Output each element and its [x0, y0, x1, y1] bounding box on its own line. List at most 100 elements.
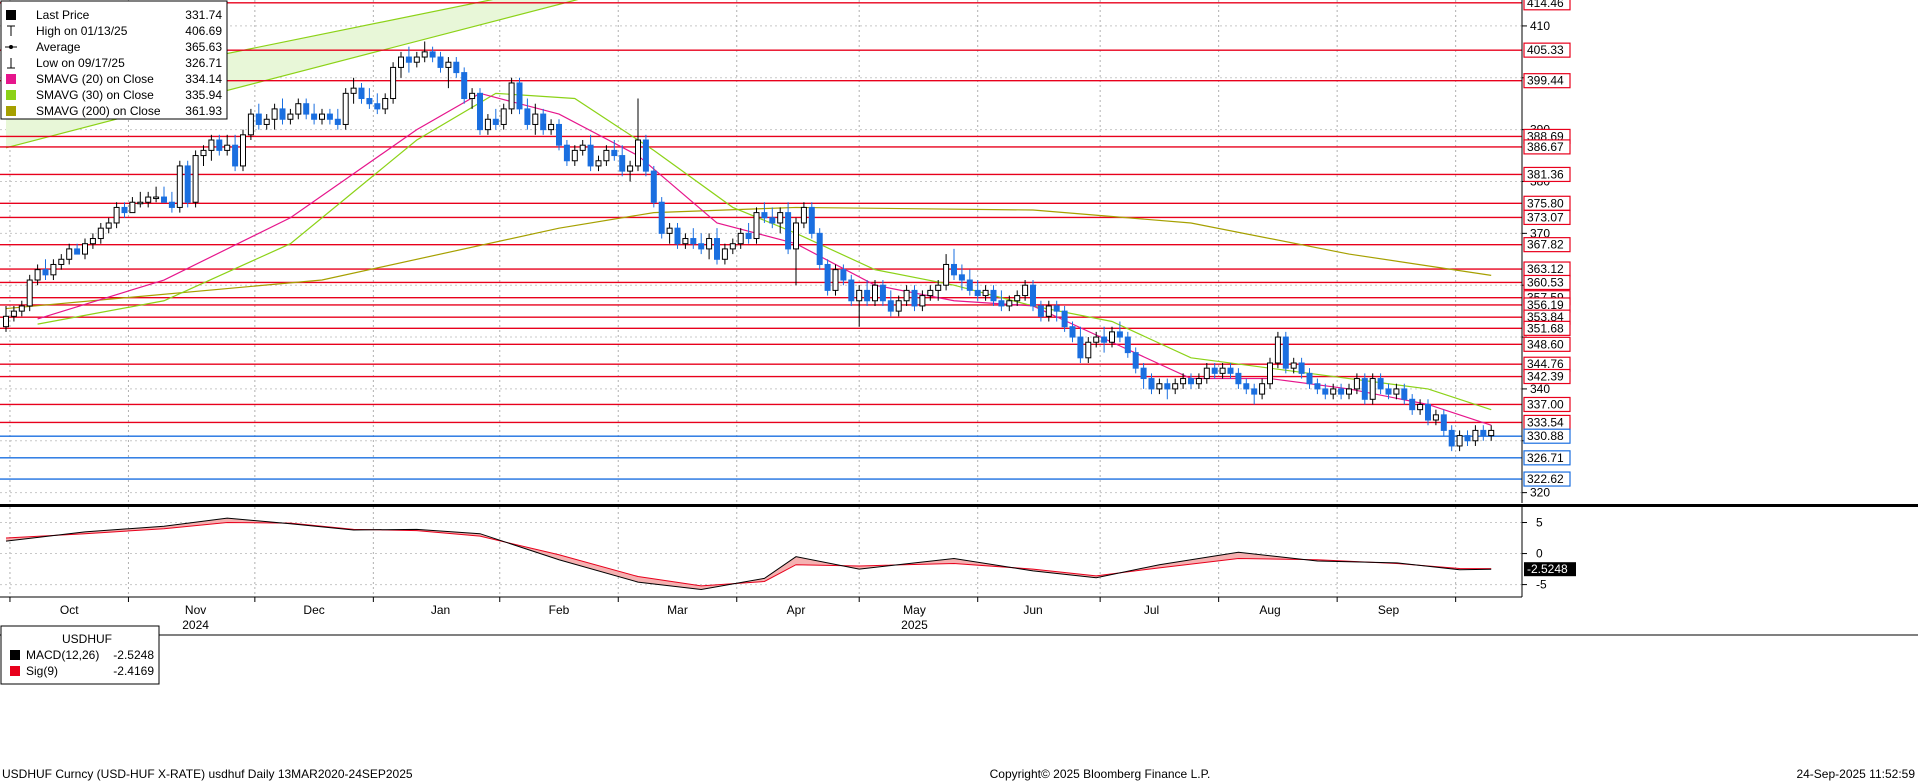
macd-label: MACD(12,26)	[26, 648, 99, 662]
level-label: 356.19	[1527, 298, 1564, 312]
legend-value: 334.14	[185, 72, 222, 86]
candle-body-up	[508, 82, 515, 110]
candle-body-down	[216, 139, 223, 151]
month-label: Sep	[1378, 603, 1400, 617]
signal-line	[5, 522, 1492, 587]
candle-body-down	[761, 212, 768, 219]
level-label: 326.71	[1527, 451, 1564, 465]
candle-body-up	[66, 248, 73, 260]
candle-body-up	[1432, 414, 1439, 421]
candle-body-up	[1353, 378, 1360, 390]
candle-body-up	[1093, 336, 1100, 343]
level-label: 405.33	[1527, 43, 1564, 57]
macd-line	[5, 517, 1492, 591]
candle-body-up	[919, 295, 926, 307]
candle-body-down	[168, 201, 175, 208]
month-label: Mar	[667, 603, 688, 617]
candle-body-down	[405, 56, 412, 63]
candle-body-down	[1037, 305, 1044, 317]
candle-body-down	[911, 289, 918, 307]
candle-body-down	[184, 165, 191, 203]
level-label: 348.60	[1527, 337, 1564, 351]
candle-body-down	[374, 103, 381, 110]
time-axis: Oct Nov Dec Jan Feb Mar Apr May Jun Jul Aug Sep 2024…	[0, 596, 1918, 636]
candle-body-down	[477, 92, 483, 131]
candle-body-up	[982, 289, 989, 297]
level-label: 333.54	[1527, 415, 1564, 429]
month-label: Jul	[1144, 603, 1159, 617]
level-label-box	[1523, 336, 1571, 352]
candle-body-up	[1022, 284, 1029, 297]
legend-box	[0, 0, 228, 120]
candle-body-up	[532, 113, 539, 125]
candle-body-up	[721, 248, 728, 260]
month-label: Nov	[185, 603, 206, 617]
candle-body-up	[832, 269, 839, 291]
candle-body-down	[1211, 367, 1218, 374]
level-label: 373.07	[1527, 210, 1564, 224]
candle-body-down	[808, 206, 815, 234]
candle-body-down	[1124, 336, 1131, 354]
levels-layer	[0, 2, 1522, 480]
candle-body-up	[421, 51, 428, 58]
candle-body-down	[1361, 378, 1368, 400]
month-label: Jun	[1023, 603, 1042, 617]
candle-body-up	[1346, 388, 1352, 395]
level-label: 330.88	[1527, 429, 1564, 443]
candle-body-up	[1156, 383, 1163, 390]
candle-body-down	[1148, 378, 1155, 390]
legend-label: Low on 09/17/25	[36, 56, 125, 70]
candle-body-up	[1195, 378, 1202, 385]
candle-body-up	[777, 212, 784, 224]
legend-label: SMAVG (30) on Close	[36, 88, 154, 102]
candle-body-down	[619, 155, 626, 172]
candle-body-down	[974, 289, 981, 297]
candle-body-down	[161, 196, 167, 203]
panel-separator	[0, 504, 1918, 507]
candle-body-down	[1385, 388, 1392, 395]
candle-body-down	[492, 118, 499, 125]
level-label-box	[1523, 368, 1571, 385]
candle-body-up	[129, 201, 136, 214]
candle-body-up	[413, 56, 420, 63]
candle-body-down	[864, 289, 871, 302]
candle-body-up	[1203, 367, 1210, 380]
candle-body-down	[690, 238, 697, 245]
footer-copyright: Copyright© 2025 Bloomberg Finance L.P.	[990, 767, 1211, 781]
candle-body-down	[1251, 388, 1258, 395]
candle-body-up	[1180, 378, 1187, 385]
candle-body-up	[224, 144, 231, 151]
candle-body-down	[698, 243, 705, 250]
candle-body-down	[556, 123, 562, 146]
candle-body-up	[390, 66, 397, 100]
level-label: 337.00	[1527, 397, 1564, 411]
candle-body-down	[1132, 352, 1139, 369]
candle-body-up	[1219, 367, 1226, 374]
candle-body-up	[105, 222, 112, 229]
candle-body-up	[595, 160, 602, 167]
candle-body-down	[1440, 414, 1447, 431]
candle-body-down	[303, 103, 310, 115]
candle-body-up	[208, 139, 215, 151]
candle-body-down	[1401, 388, 1408, 400]
grid-layer	[0, 0, 1522, 597]
month-label: Aug	[1259, 603, 1280, 617]
month-label: Oct	[60, 603, 79, 617]
candle-body-down	[1101, 336, 1108, 343]
macd-tick-label: 5	[1536, 516, 1543, 530]
candle-body-down	[1425, 403, 1431, 421]
price-tick-label: 370	[1530, 226, 1550, 240]
candle-body-up	[350, 87, 357, 94]
price-axis: 320340370380390410414.46405.33399.44388.…	[0, 0, 1918, 507]
candle-body-up	[682, 238, 689, 245]
macd-panel: 5 0 -5 -2.5248	[5, 507, 1576, 597]
candle-body-up	[706, 238, 713, 250]
level-label: 375.80	[1527, 196, 1564, 210]
candle-body-down	[326, 113, 333, 120]
candle-body-down	[1030, 284, 1036, 307]
candle-body-down	[1298, 362, 1305, 374]
candle-body-down	[366, 98, 373, 105]
candle-body-down	[358, 87, 365, 100]
macd-value: -2.5248	[113, 648, 154, 662]
